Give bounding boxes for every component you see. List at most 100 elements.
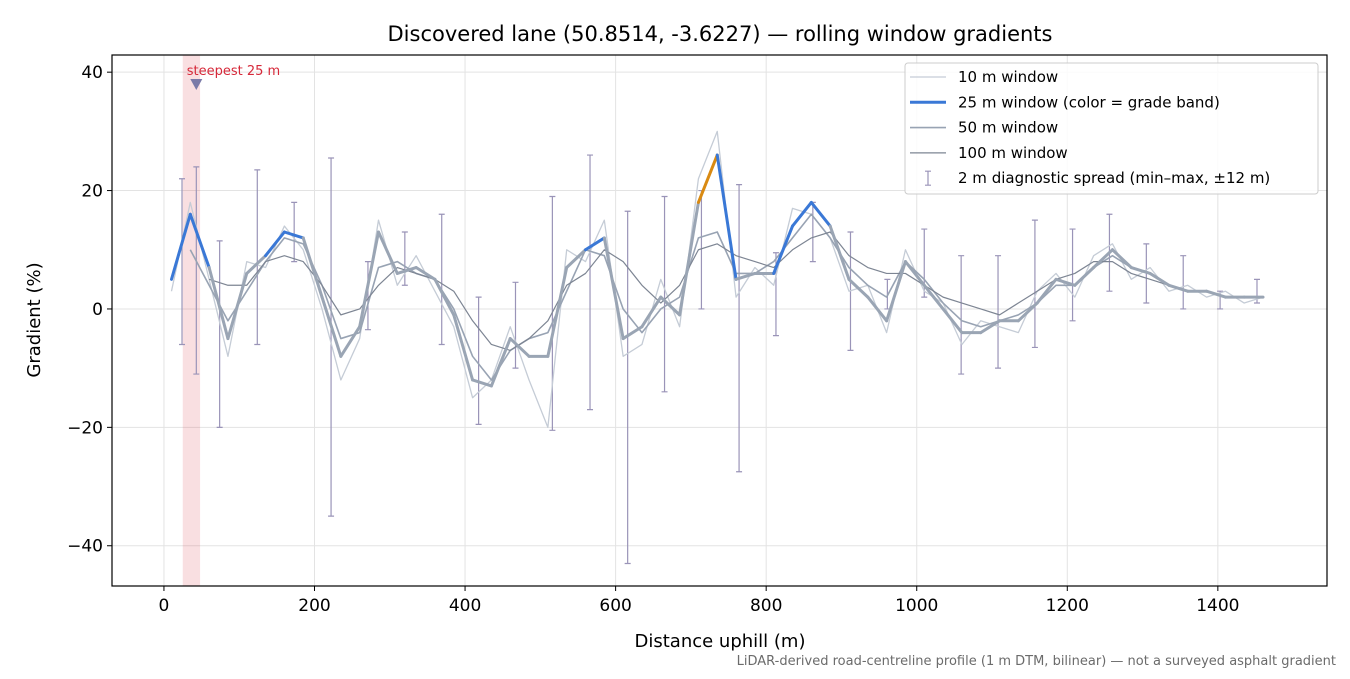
line-segment <box>1035 277 1058 305</box>
line-segment <box>602 236 625 341</box>
line-segment <box>1129 266 1152 275</box>
line-segment <box>376 230 399 275</box>
line-segment <box>941 307 964 335</box>
x-tick-label: 400 <box>449 596 481 616</box>
highlight-marker <box>190 79 203 91</box>
line-segment <box>696 153 719 204</box>
error-bar <box>291 201 298 263</box>
line-segment <box>584 236 606 252</box>
line-segment <box>188 212 211 270</box>
error-bar <box>475 296 482 425</box>
line-segment <box>471 378 493 388</box>
error-bar <box>661 195 668 393</box>
highlight-band <box>182 55 201 586</box>
y-tick-label: 20 <box>81 182 103 202</box>
chart-title: Discovered lane (50.8514, -3.6227) — rol… <box>388 22 1053 46</box>
error-bar <box>364 260 371 331</box>
line-segment <box>1167 283 1190 293</box>
legend-label: 100 m window <box>958 144 1068 162</box>
highlight-label: steepest 25 m <box>187 64 280 79</box>
line-segment <box>245 254 268 275</box>
x-tick-label: 200 <box>298 596 330 616</box>
legend-box <box>904 62 1319 195</box>
error-bar <box>401 231 408 286</box>
legend-label: 25 m window (color = grade band) <box>958 93 1220 111</box>
error-bar <box>438 213 445 346</box>
line-segment <box>282 230 305 240</box>
error-bar <box>216 240 223 428</box>
x-tick-label: 0 <box>159 596 170 616</box>
legend-swatch <box>925 170 931 186</box>
y-tick-label: 0 <box>92 300 103 320</box>
line-segment <box>433 277 456 317</box>
line-segment <box>678 200 700 317</box>
axes-frame <box>111 54 1328 587</box>
line-segment <box>659 295 682 317</box>
line-segment <box>866 295 889 323</box>
error-bar <box>587 154 594 411</box>
line-segment <box>1092 248 1114 270</box>
line-segment <box>621 325 644 341</box>
line-segment <box>207 266 230 341</box>
line-segment <box>1205 289 1227 299</box>
x-tick-label: 600 <box>599 596 631 616</box>
line-segment <box>922 283 945 311</box>
line-segment <box>489 337 512 388</box>
error-bar <box>254 169 261 346</box>
error-bar <box>958 255 965 375</box>
line-segment <box>508 337 531 358</box>
x-tick-label: 1200 <box>1046 596 1089 616</box>
y-tick-label: −20 <box>67 418 103 438</box>
error-bar <box>1180 255 1187 310</box>
line-segment <box>1073 266 1096 287</box>
line-segment <box>734 271 757 281</box>
line-segment <box>452 313 475 382</box>
series-line <box>189 213 1245 381</box>
error-bar <box>1031 219 1038 349</box>
line-segment <box>715 153 738 281</box>
line-segment <box>546 266 569 358</box>
error-bar <box>624 210 631 565</box>
error-bar <box>995 255 1002 369</box>
line-segment <box>414 266 437 281</box>
line-segment <box>395 266 418 275</box>
line-segment <box>320 295 343 358</box>
line-segment <box>847 277 870 299</box>
error-bar <box>512 281 519 369</box>
line-segment <box>640 295 663 329</box>
legend-label: 10 m window <box>958 68 1058 86</box>
line-segment <box>264 230 286 258</box>
plot-area <box>112 55 1327 586</box>
error-bar <box>179 178 186 346</box>
line-segment <box>885 260 907 323</box>
line-segment <box>903 260 926 287</box>
error-bar <box>1069 228 1076 322</box>
error-bar <box>328 157 335 517</box>
x-tick-label: 1400 <box>1196 596 1239 616</box>
y-tick-label: −40 <box>67 537 103 557</box>
x-tick-label: 1000 <box>895 596 938 616</box>
line-segment <box>772 224 795 275</box>
legend: 10 m window 25 m window (color = grade ba… <box>904 62 1319 195</box>
line-segment <box>169 212 192 281</box>
legend-label: 2 m diagnostic spread (min–max, ±12 m) <box>958 169 1270 187</box>
y-tick-label: 40 <box>81 63 103 83</box>
series-line <box>170 130 1264 429</box>
line-segment <box>358 230 380 329</box>
line-segment <box>979 319 1002 335</box>
error-bar <box>736 184 743 473</box>
x-tick-label: 800 <box>750 596 782 616</box>
line-segment <box>1148 271 1171 287</box>
line-segment <box>828 224 851 281</box>
line-segment <box>339 325 362 358</box>
y-axis-label: Gradient (%) <box>24 262 45 377</box>
line-segment <box>1016 301 1039 323</box>
x-axis-label: Distance uphill (m) <box>635 631 806 652</box>
line-segment <box>226 271 249 341</box>
error-bar <box>193 166 200 375</box>
line-segment <box>791 200 813 228</box>
footnote: LiDAR-derived road-centreline profile (1… <box>737 654 1336 669</box>
line-segment <box>1110 248 1133 270</box>
